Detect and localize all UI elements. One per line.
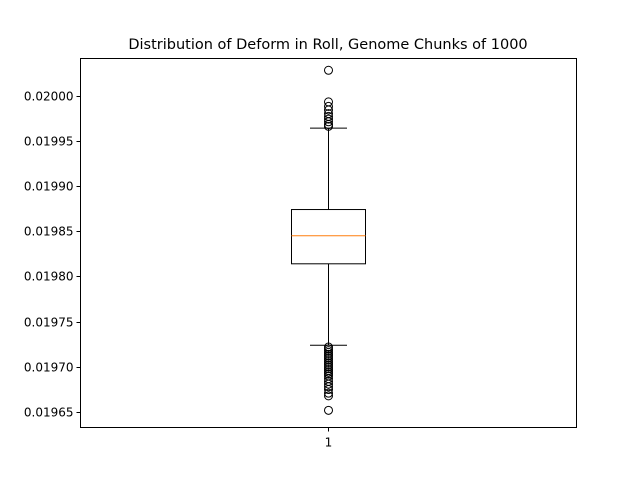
- y-tick-label: 0.01990: [24, 180, 74, 194]
- outlier-point: [324, 101, 333, 111]
- outlier-point: [324, 385, 333, 395]
- x-tick-label: 1: [325, 436, 333, 450]
- outlier-point: [324, 121, 333, 131]
- outlier-point: [324, 391, 333, 401]
- y-tick-label: 0.01995: [24, 135, 74, 149]
- interquartile-box: [291, 209, 366, 265]
- y-tick-label: 0.02000: [24, 90, 74, 104]
- y-tick-label: 0.01970: [24, 361, 74, 375]
- plot-area-frame: [80, 58, 577, 428]
- chart-title: Distribution of Deform in Roll, Genome C…: [128, 37, 527, 53]
- outlier-point: [324, 114, 333, 124]
- outlier-point: [324, 65, 333, 75]
- outlier-point: [324, 405, 333, 415]
- y-tick-label: 0.01980: [24, 270, 74, 284]
- y-tick-label: 0.01975: [24, 316, 74, 330]
- outlier-point: [324, 379, 333, 389]
- outlier-point: [324, 388, 333, 398]
- x-axis: 1: [325, 427, 333, 450]
- outlier-point: [324, 117, 333, 127]
- y-tick-label: 0.01985: [24, 225, 74, 239]
- outlier-point: [324, 382, 333, 392]
- outlier-point: [324, 105, 333, 115]
- plot-marks: [291, 65, 366, 415]
- y-tick-label: 0.01965: [24, 406, 74, 420]
- y-axis: 0.01965 0.01970 0.01975 0.01980 0.01985 0.019…: [24, 90, 81, 420]
